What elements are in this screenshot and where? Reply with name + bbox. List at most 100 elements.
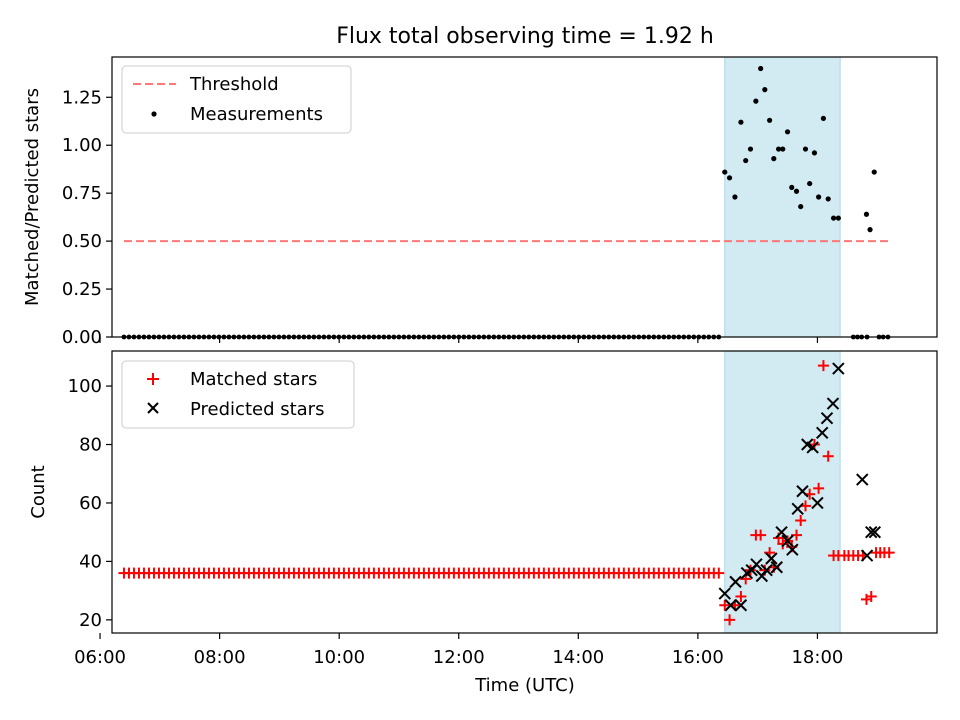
measurement-point <box>732 194 738 200</box>
top-legend-box <box>121 65 352 134</box>
bottom-xlabel: Time (UTC) <box>474 675 575 696</box>
matched-star-marker <box>719 599 731 611</box>
matched-star-marker <box>822 450 834 462</box>
measurement-point <box>867 227 873 233</box>
bottom-ytick-label: 60 <box>79 493 102 514</box>
matched-legend-label: Matched stars <box>190 369 317 390</box>
matched-star-marker <box>791 529 803 541</box>
matched-star-marker <box>817 360 829 372</box>
measurement-point <box>793 188 800 194</box>
top-ytick-label: 0.50 <box>62 231 102 252</box>
bottom-legend-box <box>121 360 355 429</box>
measurement-point <box>758 65 764 72</box>
bottom-plot-frame <box>111 350 938 634</box>
bottom-xtick-label: 16:00 <box>672 647 724 668</box>
measurement-point <box>798 203 804 210</box>
matched-star-marker <box>795 514 807 526</box>
measurement-point <box>753 98 759 104</box>
predicted-star-marker <box>786 543 799 556</box>
measurement-point <box>738 119 744 125</box>
predicted-star-marker <box>760 563 773 577</box>
predicted-star-marker <box>734 599 748 612</box>
top-ytick-label: 0.00 <box>62 327 102 348</box>
predicted-star-marker <box>724 599 737 612</box>
measurement-point <box>743 157 749 164</box>
predicted-star-marker <box>781 534 794 548</box>
top-shaded-region <box>724 56 841 338</box>
predicted-legend-label: Predicted stars <box>190 399 324 420</box>
threshold-legend-label: Threshold <box>189 74 279 95</box>
measurements-legend-icon <box>151 111 157 117</box>
measurement-point <box>807 180 813 187</box>
bottom-shaded-region <box>724 350 841 634</box>
measurement-point <box>871 169 877 175</box>
predicted-star-marker <box>811 496 824 510</box>
matched-star-marker <box>883 547 895 559</box>
matched-stars-points <box>118 360 895 626</box>
bottom-xtick-label: 06:00 <box>74 647 126 668</box>
bottom-xtick-label: 12:00 <box>433 647 485 668</box>
top-ytick-label: 0.25 <box>62 279 102 300</box>
measurement-point <box>811 150 818 156</box>
measurement-point <box>789 184 795 191</box>
predicted-star-marker <box>856 473 869 486</box>
predicted-stars-points <box>718 362 882 612</box>
measurement-point <box>722 169 728 175</box>
matched-legend-icon <box>147 373 159 385</box>
predicted-star-marker <box>860 549 874 562</box>
measurement-point <box>767 117 773 123</box>
measurement-point <box>780 146 786 152</box>
predicted-star-marker <box>718 587 731 600</box>
top-ytick-label: 1.25 <box>62 87 102 108</box>
predicted-star-marker <box>865 525 878 539</box>
measurements-legend-label: Measurements <box>190 104 323 125</box>
predicted-star-marker <box>791 502 804 516</box>
top-ytick-label: 0.75 <box>62 183 102 204</box>
top-ytick-label: 1.00 <box>62 135 102 156</box>
predicted-star-marker <box>765 552 778 565</box>
top-ylabel: Matched/Predicted stars <box>22 88 43 306</box>
matched-star-marker <box>713 567 725 579</box>
bottom-xtick-label: 14:00 <box>552 647 604 668</box>
predicted-star-marker <box>868 525 882 539</box>
predicted-star-marker <box>750 558 763 571</box>
matched-star-marker <box>813 482 825 494</box>
bottom-xtick-label: 10:00 <box>313 647 365 668</box>
bottom-ytick-label: 80 <box>79 435 102 456</box>
predicted-star-marker <box>820 412 834 425</box>
measurement-point <box>835 215 841 221</box>
predicted-star-marker <box>729 575 742 589</box>
top-legend: Threshold Measurements <box>121 65 352 134</box>
figure-title: Flux total observing time = 1.92 h <box>336 24 714 49</box>
top-plot-frame <box>111 56 938 338</box>
measurement-point <box>816 194 822 200</box>
measurement-point <box>726 175 733 181</box>
measurement-point <box>771 156 777 162</box>
measurement-point <box>775 146 782 152</box>
matched-star-marker <box>755 529 767 541</box>
measurement-point <box>825 196 831 202</box>
measurement-point <box>747 146 754 152</box>
measurement-point <box>762 87 768 93</box>
matched-star-marker <box>865 590 877 602</box>
bottom-ylabel: Count <box>28 465 49 518</box>
predicted-legend-icon <box>147 402 159 414</box>
predicted-star-marker <box>832 362 845 375</box>
bottom-ytick-label: 100 <box>68 376 102 397</box>
predicted-star-marker <box>796 485 809 498</box>
predicted-star-marker <box>816 426 829 440</box>
bottom-legend: Matched stars Predicted stars <box>121 360 355 429</box>
measurement-point <box>830 215 837 221</box>
top-axis-ticks: 0.00 0.25 0.50 0.75 1.00 1.25 <box>62 87 819 348</box>
matched-star-marker <box>735 590 747 602</box>
matched-star-marker <box>724 614 736 626</box>
measurement-point <box>802 146 809 152</box>
bottom-ytick-label: 40 <box>79 551 102 572</box>
measurement-point <box>784 129 791 135</box>
bottom-panel: 20 40 60 80 100 06:00 08:00 10:00 12:00 14:00 16:0… <box>28 350 938 696</box>
measurement-point <box>820 115 827 121</box>
predicted-star-marker <box>806 441 819 454</box>
predicted-star-marker <box>775 525 788 539</box>
bottom-ytick-label: 20 <box>79 610 102 631</box>
